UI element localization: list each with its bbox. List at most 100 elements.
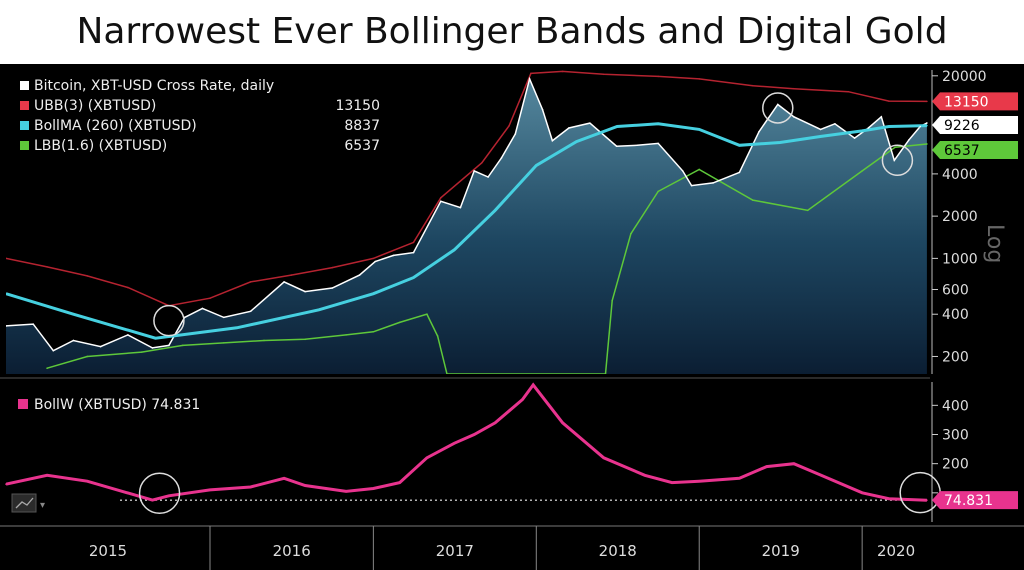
price-point-s3 (806, 209, 809, 212)
bw-point (345, 490, 347, 493)
price-point-s1 (127, 286, 129, 289)
bw-point (283, 477, 285, 480)
price-point-s0 (528, 78, 531, 80)
price-point-s3 (926, 143, 928, 145)
price-point-s3 (698, 168, 701, 171)
price-point-s0 (32, 323, 35, 325)
legend-label: LBB(1.6) (XBTUSD) (34, 138, 167, 154)
last-value-tag: 13150 (932, 92, 1018, 111)
price-point-s2 (698, 128, 701, 131)
price-point-s2 (861, 130, 863, 132)
legend-label: Bitcoin, XBT-USD Cross Rate, daily (34, 78, 274, 94)
price-point-s0 (168, 344, 170, 347)
price-point-s0 (439, 200, 442, 203)
x-axis: 2015 2016 2017 2018 2019 2020 (0, 525, 1024, 570)
price-point-s0 (551, 139, 554, 142)
price-point-s0 (249, 310, 252, 313)
price-point-s0 (926, 122, 928, 124)
annotation-circle (138, 472, 181, 514)
price-point-s2 (926, 124, 928, 127)
price-point-s0 (304, 290, 306, 293)
price-point-s0 (459, 206, 462, 209)
bitcoin-area (6, 78, 927, 374)
x-tick-label: 2015 (89, 542, 127, 560)
last-value-tag: 6537 (932, 140, 1018, 159)
price-point-s1 (888, 100, 890, 102)
annotation-circle (153, 304, 185, 337)
bandwidth-panel: 200 300 400 BollW (XBTUSD) 74.831 ▾ 74.831 (5, 382, 1018, 522)
price-point-s2 (616, 125, 618, 128)
bw-point (46, 474, 48, 477)
price-legend: Bitcoin, XBT-USD Cross Rate, daily UBB(3)… (10, 74, 390, 162)
bw-point (5, 483, 7, 485)
price-point-s3 (611, 299, 613, 302)
bw-point (372, 487, 375, 490)
price-point-s3 (446, 373, 448, 374)
price-point-s0 (738, 171, 741, 174)
price-point-s0 (331, 287, 334, 289)
price-point-s3 (426, 313, 428, 316)
price-point-s0 (834, 122, 836, 125)
price-point-s2 (72, 313, 75, 316)
price-point-s3 (894, 146, 896, 148)
price-point-s3 (604, 373, 607, 374)
price-point-s0 (201, 307, 204, 310)
price-point-s2 (6, 292, 7, 295)
price-y-tick-label: 2000 (942, 209, 978, 225)
last-value-label: 9226 (944, 118, 980, 134)
price-point-s0 (374, 260, 376, 263)
price-point-s2 (575, 140, 578, 143)
legend-swatch (20, 141, 29, 150)
legend-swatch (20, 81, 29, 90)
price-point-s1 (249, 281, 252, 283)
bw-point (698, 480, 701, 482)
price-point-s3 (657, 190, 659, 193)
price-y-tick-label: 200 (942, 349, 969, 365)
price-point-s3 (751, 199, 754, 201)
price-point-s2 (235, 327, 238, 329)
price-point-s3 (861, 170, 863, 172)
price-point-s0 (919, 125, 921, 128)
bollma-line (6, 122, 927, 340)
legend-swatch (20, 101, 29, 110)
price-point-s1 (751, 84, 754, 87)
price-point-s0 (99, 345, 102, 348)
legend-label: UBB(3) (XBTUSD) (34, 98, 156, 114)
bw-point (398, 481, 401, 484)
bw-last-value-label: 74.831 (944, 493, 993, 509)
price-point-s3 (181, 344, 184, 347)
bw-legend-label: BollW (XBTUSD) 74.831 (34, 397, 200, 413)
price-point-s2 (372, 292, 375, 295)
price-point-s2 (154, 337, 157, 339)
bw-point (643, 474, 646, 477)
svg-text:▾: ▾ (40, 500, 45, 511)
price-point-s3 (304, 338, 306, 341)
price-point-s2 (738, 144, 741, 147)
price-point-s3 (630, 232, 632, 235)
annotation-circle (881, 144, 914, 177)
chart-tool-icon[interactable]: ▾ (11, 493, 45, 513)
bw-point (861, 492, 863, 494)
bw-y-tick-label: 200 (942, 457, 969, 473)
price-point-s3 (86, 355, 89, 358)
bw-point (888, 497, 890, 500)
price-point-s1 (926, 100, 928, 103)
bw-point (671, 481, 673, 484)
bw-point (765, 465, 768, 468)
price-point-s0 (908, 138, 910, 141)
price-point-s0 (151, 347, 154, 349)
price-y-tick-label: 20000 (942, 69, 987, 85)
price-point-s2 (888, 125, 890, 128)
legend-label: BollMA (260) (XBTUSD) (34, 118, 197, 134)
price-point-s1 (793, 87, 795, 90)
log-scale-label: Log (982, 224, 1007, 263)
price-point-s0 (853, 137, 856, 139)
price-point-s0 (514, 133, 517, 135)
price-point-s0 (657, 142, 659, 145)
legend-value: 13150 (335, 98, 380, 114)
price-point-s0 (793, 116, 795, 118)
price-point-s3 (140, 351, 143, 353)
price-point-s3 (345, 334, 347, 336)
price-point-s1 (290, 274, 293, 276)
legend-value: 6537 (344, 138, 380, 154)
